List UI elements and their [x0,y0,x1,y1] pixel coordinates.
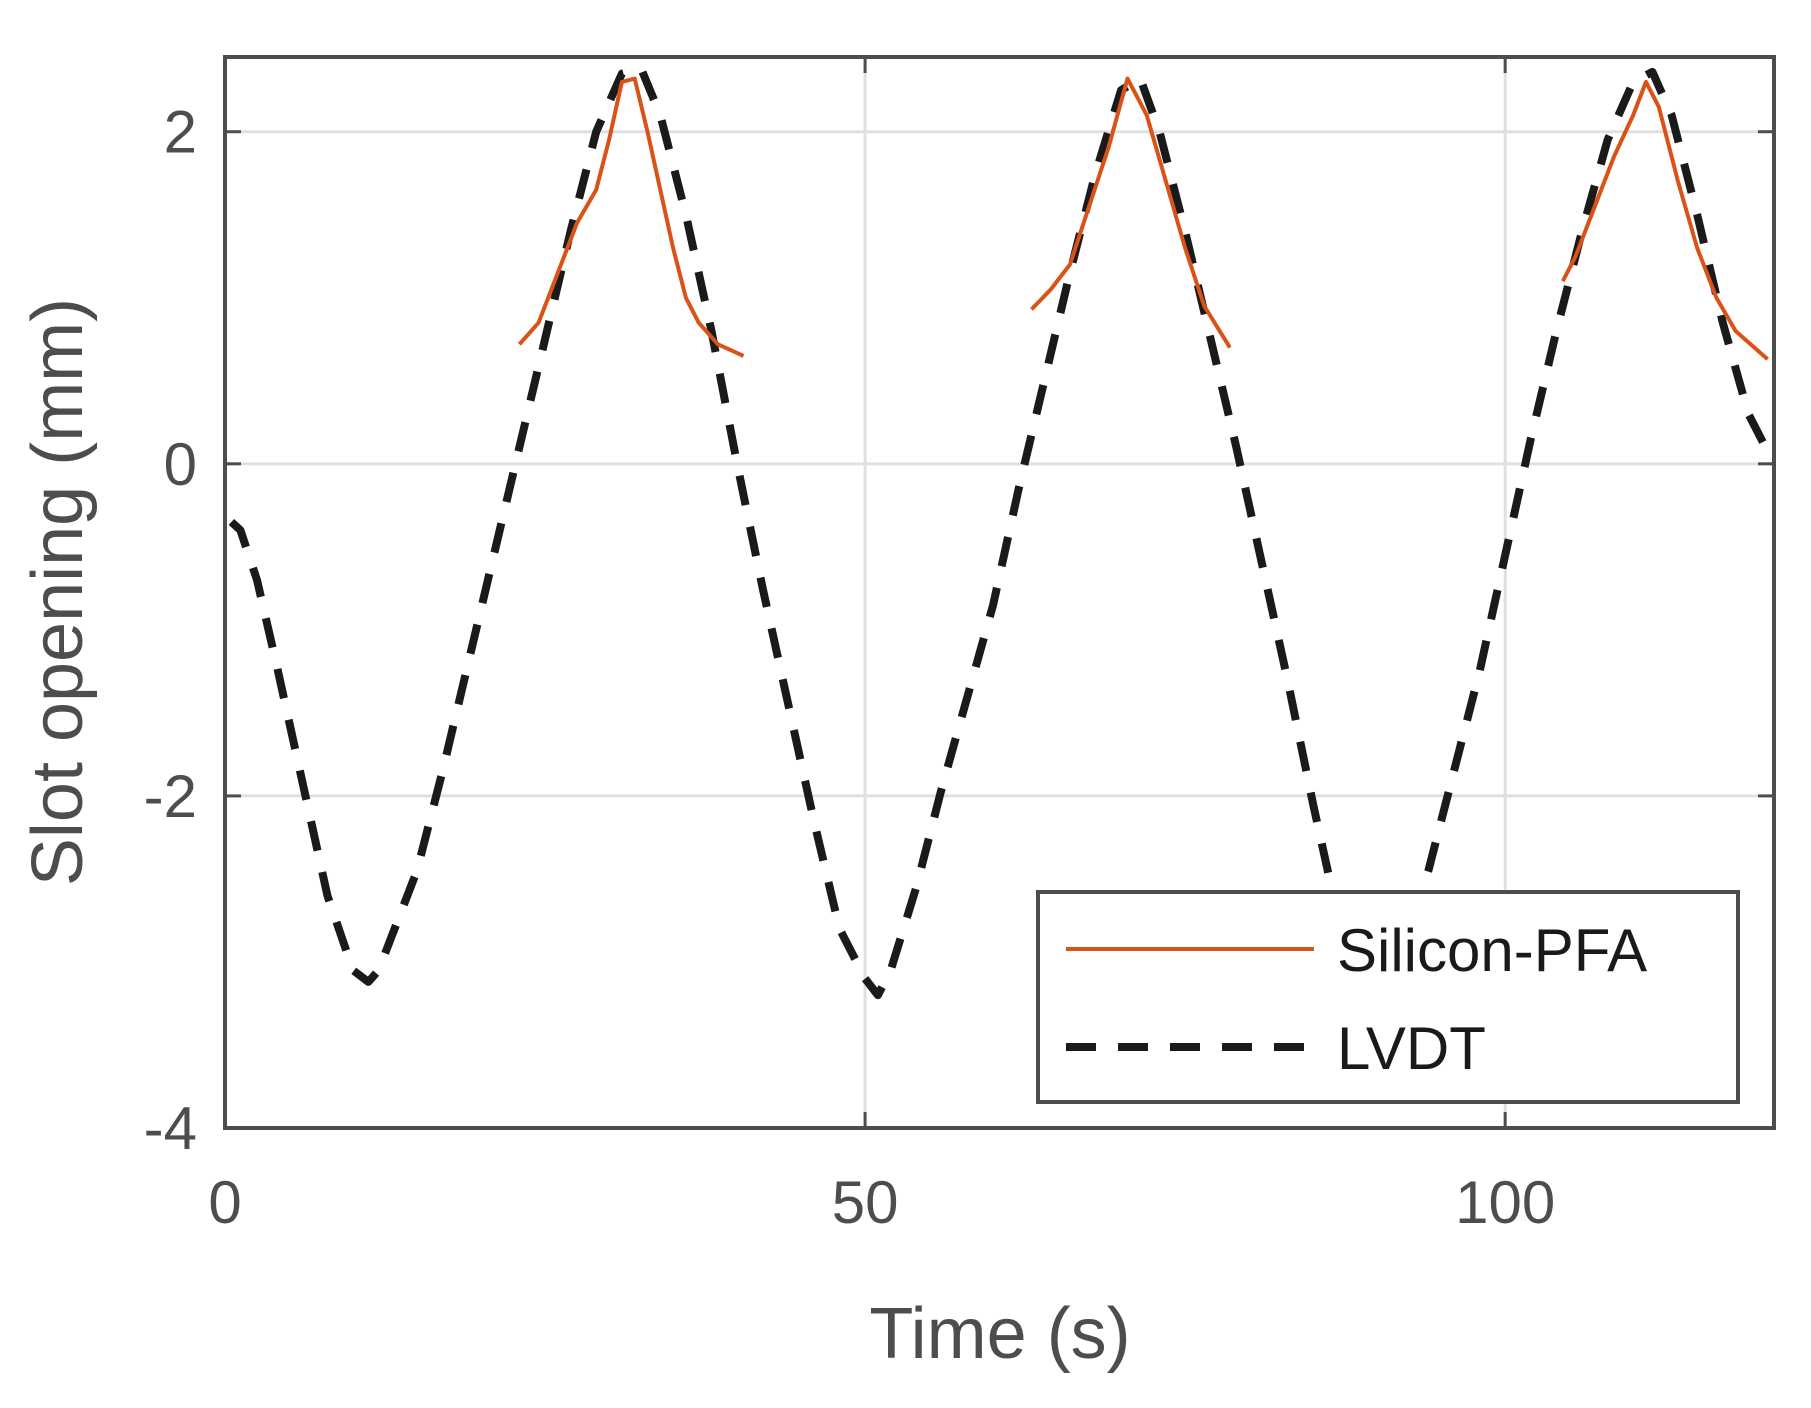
y-tick-label: -2 [144,763,197,830]
legend-label-silicon-pfa: Silicon-PFA [1337,917,1647,984]
y-tick-label: 0 [164,431,197,498]
legend-box [1036,890,1740,1104]
series-line-silicon-pfa-3 [1561,79,1769,361]
series-line-silicon-pfa-1 [517,76,745,358]
legend-label-lvdt: LVDT [1337,1015,1486,1082]
plot-border [223,55,1776,1130]
y-tick-label: -4 [144,1095,197,1162]
ticks-group: 0 50 100 -4 -2 0 2 [144,57,1774,1236]
x-tick-label: 100 [1455,1169,1555,1236]
series-group [228,64,1774,1000]
grid [225,57,1774,1128]
series-line-silicon-pfa-2 [1030,76,1232,349]
y-tick-label: 2 [164,99,197,166]
x-axis-title: Time (s) [869,1294,1130,1374]
y-axis-title: Slot opening (mm) [18,298,98,886]
x-tick-label: 0 [208,1169,241,1236]
x-tick-label: 50 [832,1169,899,1236]
series-line-lvdt-1 [228,64,1774,1000]
legend: Silicon-PFA LVDT [1036,890,1740,1104]
